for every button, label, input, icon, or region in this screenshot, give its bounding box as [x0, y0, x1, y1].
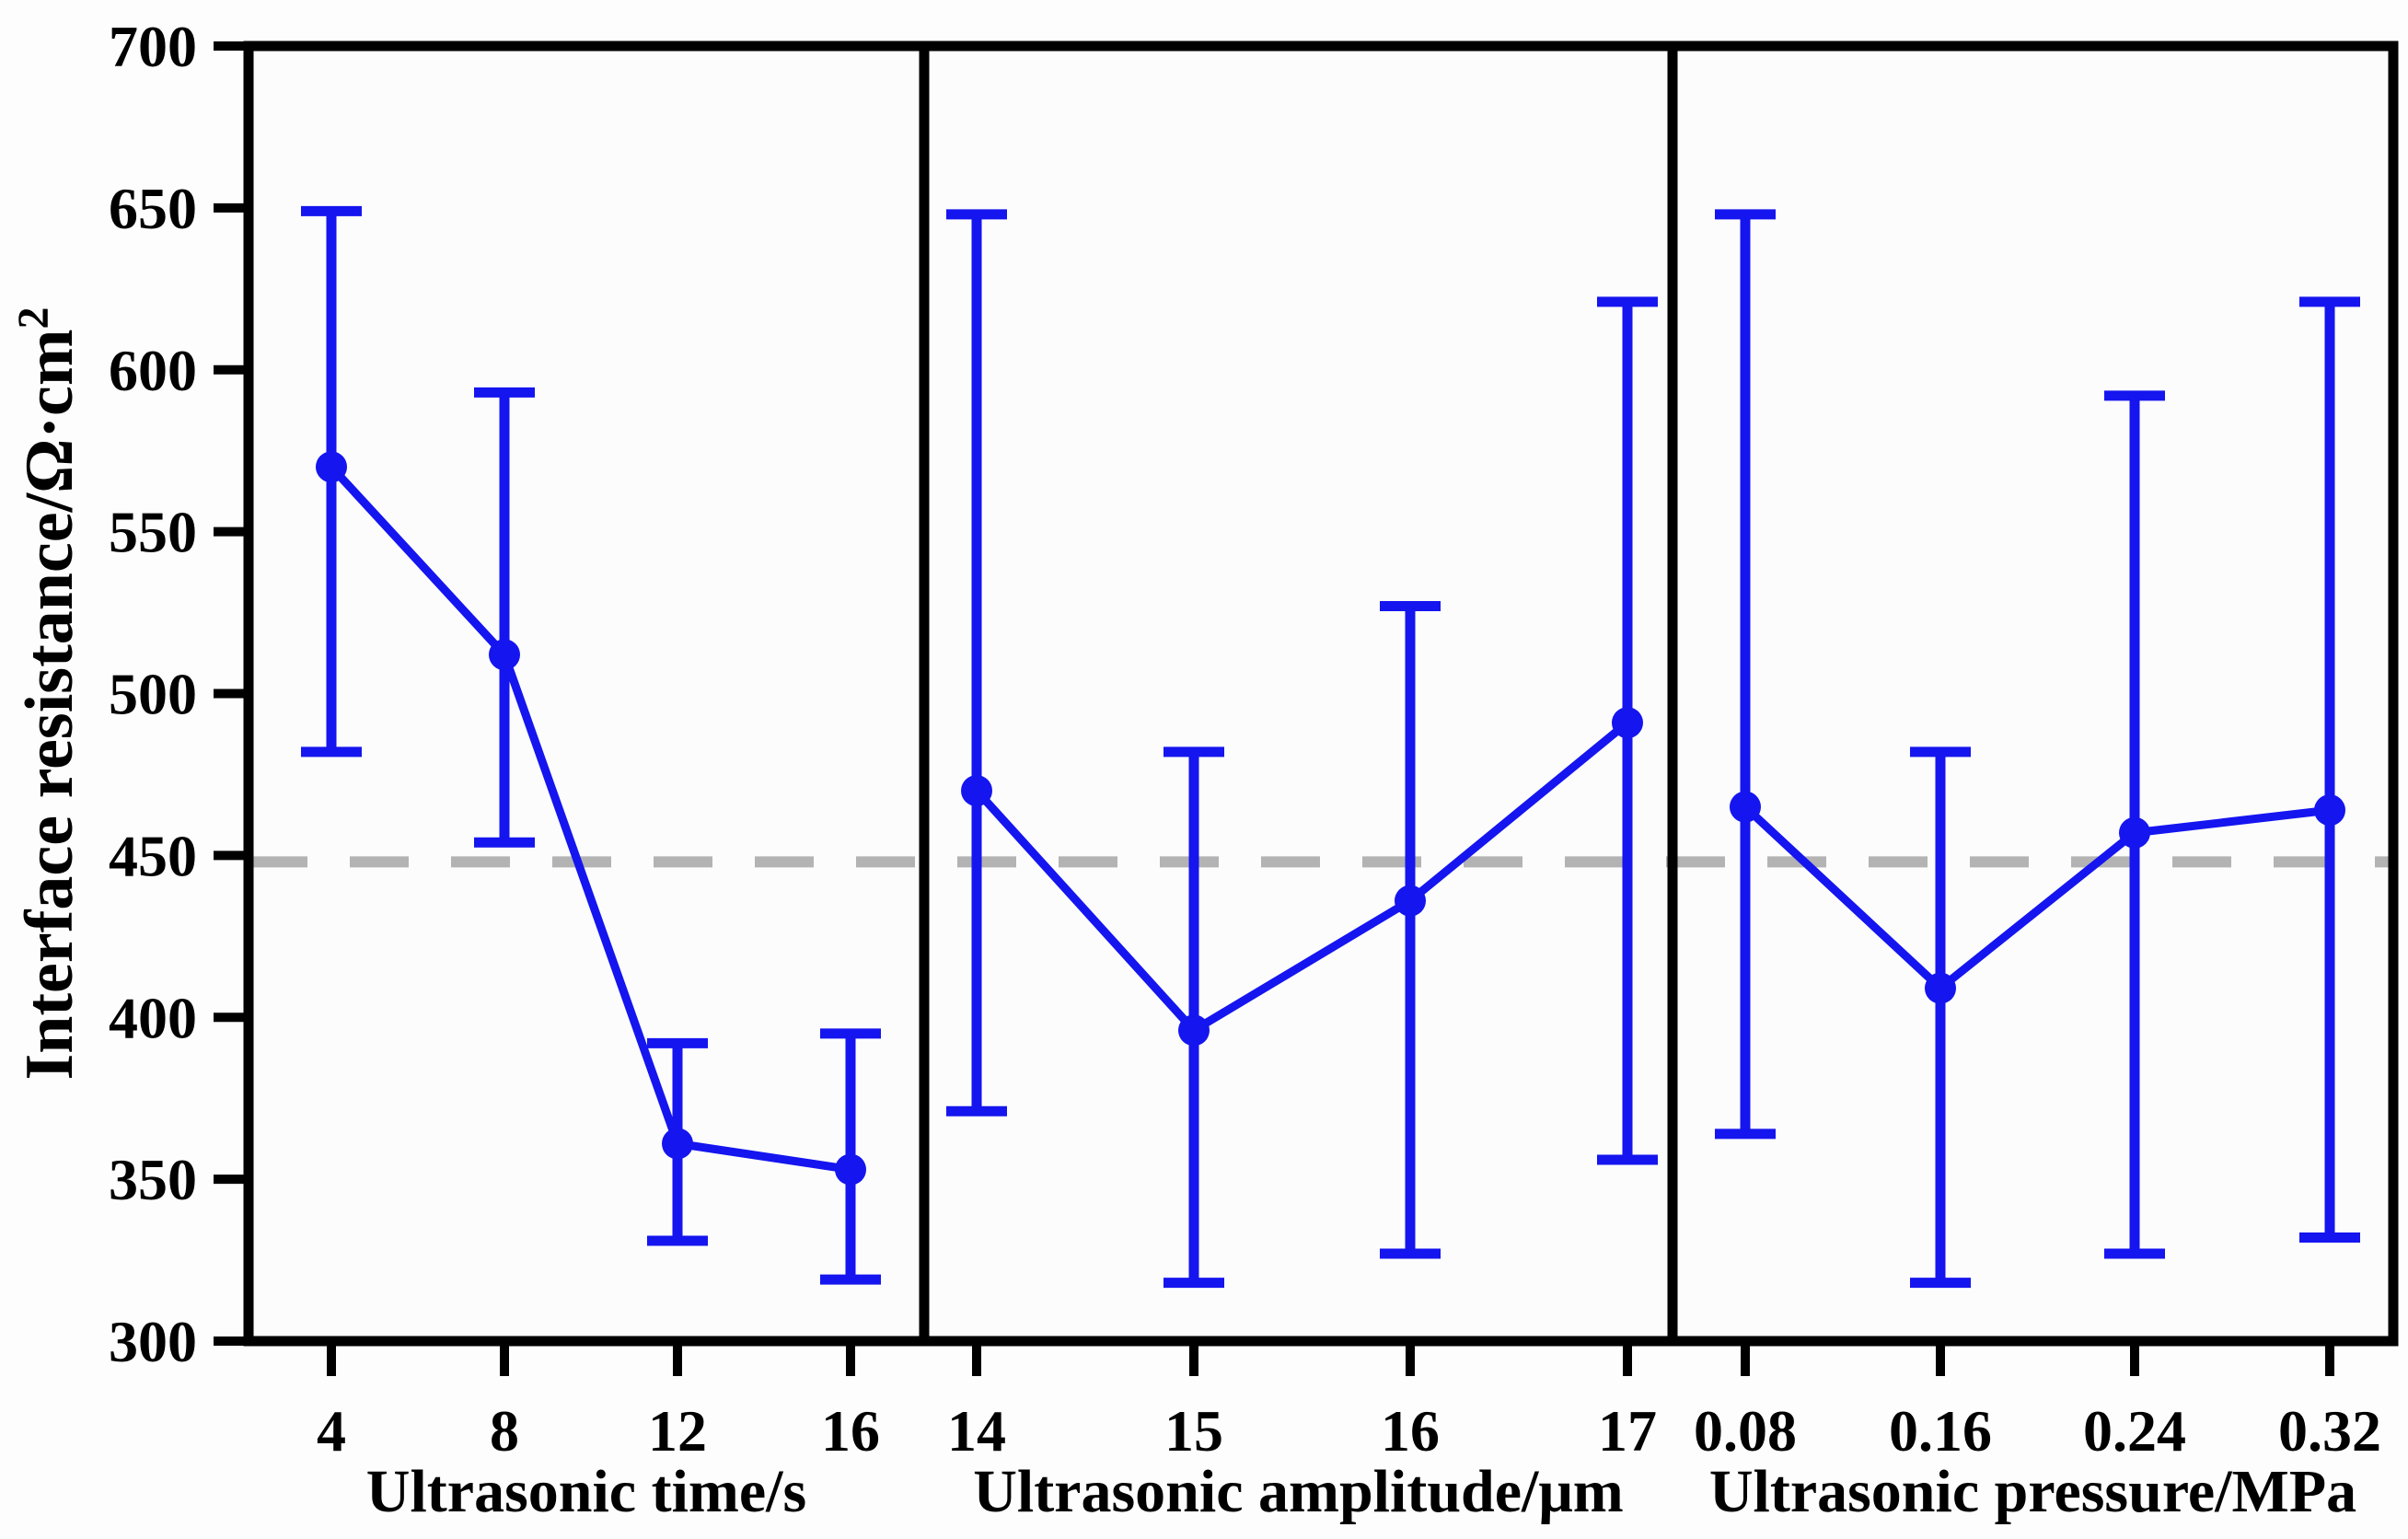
series-line — [328, 464, 851, 1174]
y-tick-label: 650 — [109, 176, 197, 241]
data-point-marker — [835, 1153, 866, 1186]
x-tick-label: 0.08 — [1694, 1398, 1797, 1464]
x-axis-title: Ultrasonic amplitude/μm — [973, 1458, 1624, 1525]
x-tick-label: 15 — [1164, 1398, 1223, 1464]
data-point-marker — [1925, 972, 1956, 1004]
data-point-marker — [489, 639, 520, 671]
y-tick-label: 350 — [109, 1147, 197, 1212]
series-line — [973, 719, 1630, 1036]
x-tick-label: 0.16 — [1889, 1398, 1992, 1464]
x-tick-label: 14 — [947, 1398, 1006, 1464]
data-point-marker — [316, 451, 347, 483]
y-axis-title: Interface resistance/Ω·cm2 — [9, 307, 87, 1080]
x-axis-title: Ultrasonic pressure/MPa — [1709, 1458, 2356, 1525]
x-tick-label: 17 — [1598, 1398, 1657, 1464]
x-tick-label: 0.24 — [2083, 1398, 2186, 1464]
data-point-marker — [1612, 707, 1643, 739]
data-point-marker — [2119, 816, 2150, 849]
y-axis-title-superscript: 2 — [9, 307, 58, 329]
x-tick-label: 0.32 — [2278, 1398, 2381, 1464]
series-line — [1742, 804, 2331, 994]
data-point-marker — [1395, 885, 1426, 917]
y-tick-label: 500 — [109, 662, 197, 727]
data-point-marker — [662, 1128, 693, 1160]
x-axis-title: Ultrasonic time/s — [366, 1458, 806, 1525]
y-tick-label: 300 — [109, 1309, 197, 1374]
y-tick-label: 400 — [109, 985, 197, 1050]
x-tick-label: 16 — [821, 1398, 880, 1464]
y-tick-label: 550 — [109, 500, 197, 565]
y-tick-label: 700 — [109, 14, 197, 79]
data-point-marker — [1178, 1014, 1210, 1047]
data-point-marker — [2314, 794, 2345, 827]
y-tick-label: 450 — [109, 823, 197, 888]
data-point-marker — [961, 775, 992, 807]
data-point-marker — [1730, 791, 1761, 823]
x-tick-label: 4 — [317, 1398, 346, 1464]
x-tick-label: 8 — [490, 1398, 519, 1464]
y-tick-label: 600 — [109, 338, 197, 403]
x-tick-label: 12 — [648, 1398, 707, 1464]
plot-area — [249, 46, 2393, 1341]
x-tick-label: 16 — [1381, 1398, 1440, 1464]
y-axis-title-main: Interface resistance/Ω·cm — [12, 329, 87, 1080]
